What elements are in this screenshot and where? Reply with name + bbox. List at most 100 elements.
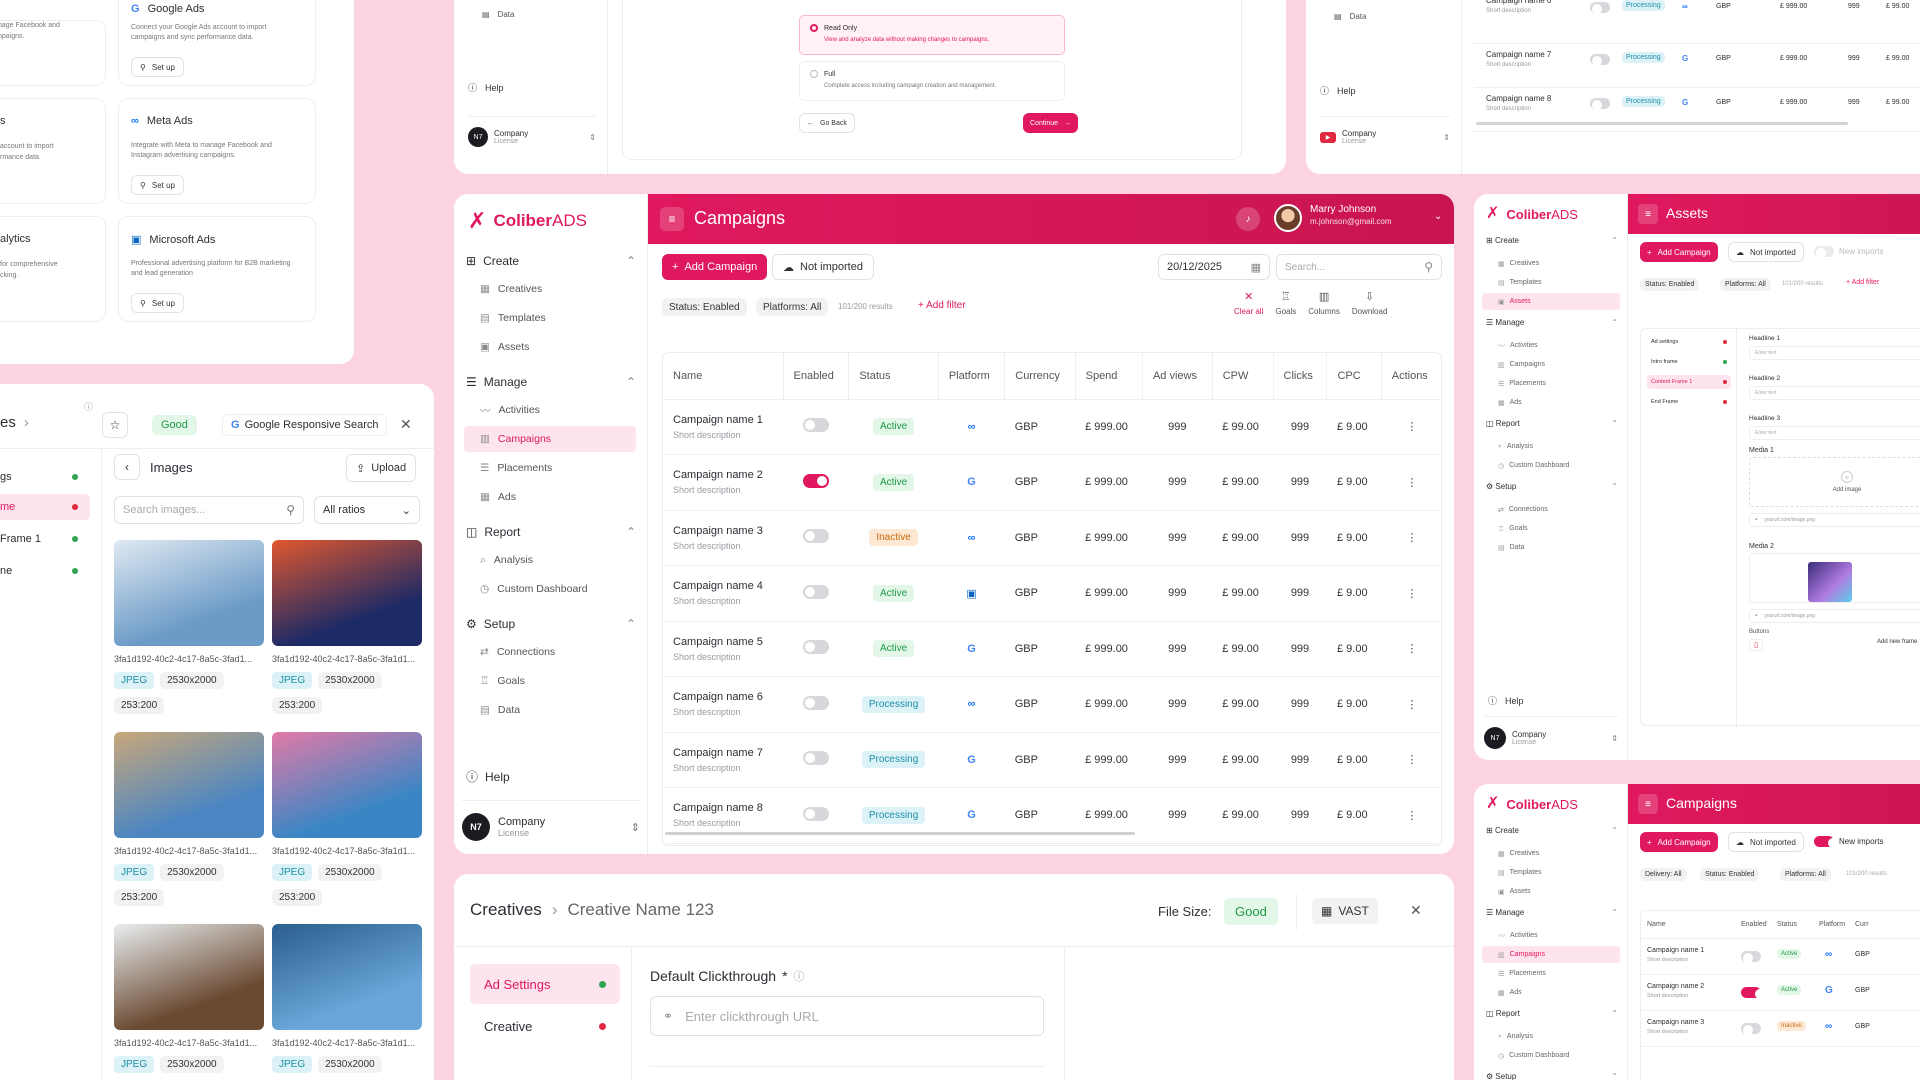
enabled-toggle[interactable] xyxy=(1590,98,1610,110)
filter-chip[interactable]: Status: Enabled xyxy=(662,298,747,316)
enabled-toggle[interactable] xyxy=(802,584,829,599)
column-header[interactable]: Actions xyxy=(1381,353,1441,400)
column-header[interactable]: Enabled xyxy=(1741,921,1767,928)
more-actions-icon[interactable]: ⋮ xyxy=(1406,476,1418,489)
column-header[interactable]: Status xyxy=(848,353,939,400)
sidebar-item-activities[interactable]: 〰 Activities xyxy=(1498,342,1538,350)
enabled-toggle[interactable] xyxy=(1741,987,1765,999)
enabled-toggle[interactable] xyxy=(802,418,829,433)
sidebar-item-data[interactable]: ▤ Data xyxy=(1498,544,1525,552)
help-link[interactable]: ⓘ Help xyxy=(466,769,510,785)
column-header[interactable]: Name xyxy=(1647,921,1666,928)
sidebar-item-custom-dashboard[interactable]: ◷ Custom Dashboard xyxy=(1498,462,1570,470)
image-card[interactable]: 3fa1d192-40c2-4c17-8a5c-3fa1d1... JPEG 253… xyxy=(272,540,422,714)
table-row[interactable]: Campaign name 7 Short description Processi… xyxy=(1474,44,1920,88)
sidebar-section-manage[interactable]: ☰ Manage ⌃ xyxy=(1486,318,1618,332)
media-dropzone[interactable]: + Add image xyxy=(1749,457,1920,507)
search-input[interactable]: Search... ⚲ xyxy=(1276,254,1442,280)
help-link[interactable]: ⓘ Help xyxy=(1488,695,1524,707)
sidebar-section-report[interactable]: ◫ Report ⌃ xyxy=(1486,1009,1618,1023)
table-row[interactable]: Campaign name 6 Short description Processi… xyxy=(1474,0,1920,44)
headline-field[interactable]: Headline 2 Enter text xyxy=(1749,375,1920,400)
filter-chip[interactable]: Platforms: All xyxy=(1780,868,1831,881)
sidebar-item-placements[interactable]: ☰ Placements xyxy=(1498,970,1546,978)
filter-chip[interactable]: Status: Enabled xyxy=(1700,868,1760,881)
more-actions-icon[interactable]: ⋮ xyxy=(1406,698,1418,711)
close-icon[interactable]: ✕ xyxy=(400,416,412,432)
add-filter-button[interactable]: + Add filter xyxy=(918,300,966,311)
more-actions-icon[interactable]: ⋮ xyxy=(1406,643,1418,656)
sidebar-item-campaigns[interactable]: ▥ Campaigns xyxy=(464,426,636,452)
more-actions-icon[interactable]: ⋮ xyxy=(1406,421,1418,434)
table-row[interactable]: Campaign name 8 Short description Processi… xyxy=(1474,88,1920,132)
sidebar-item-placements[interactable]: ☰ Placements xyxy=(1498,380,1546,388)
campaign-name[interactable]: Campaign name 3 xyxy=(1647,1019,1705,1026)
delete-icon[interactable]: ▯ xyxy=(1749,639,1763,651)
more-actions-icon[interactable]: ⋮ xyxy=(1406,532,1418,545)
sidebar-item-analysis[interactable]: ⌕ Analysis xyxy=(1498,1032,1533,1041)
column-header[interactable]: Platform xyxy=(938,353,1006,400)
access-option-full[interactable]: Full Complete access including campaign … xyxy=(799,61,1065,101)
frame-item[interactable]: me xyxy=(0,494,90,520)
enabled-toggle[interactable] xyxy=(802,529,829,544)
enabled-toggle[interactable] xyxy=(1590,2,1610,14)
media-url-input[interactable]: ⚭ yoururl.com/image.png xyxy=(1749,513,1920,527)
sidebar-section-manage[interactable]: ☰ Manage ⌃ xyxy=(466,375,636,389)
headline-field[interactable]: Headline 3 Enter text xyxy=(1749,415,1920,440)
breadcrumb-root[interactable]: Creatives xyxy=(470,900,542,919)
add-frame-button[interactable]: Add new frame xyxy=(1877,639,1918,645)
column-header[interactable]: Ad views xyxy=(1142,353,1213,400)
sidebar-item-custom-dashboard[interactable]: ◷ Custom Dashboard xyxy=(480,583,588,595)
campaign-name[interactable]: Campaign name 5 xyxy=(673,635,763,648)
filter-chip[interactable]: Status: Enabled xyxy=(1640,278,1700,291)
image-card[interactable]: 3fa1d192-40c2-4c17-8a5c-3fa1d1... JPEG 253… xyxy=(114,924,264,1073)
sidebar-item-custom-dashboard[interactable]: ◷ Custom Dashboard xyxy=(1498,1052,1570,1060)
column-header[interactable]: Name xyxy=(663,353,784,400)
nav-ad-settings[interactable]: Ad Settings xyxy=(470,964,620,1004)
campaign-name[interactable]: Campaign name 7 xyxy=(673,746,763,759)
goals-button[interactable]: ♖ Goals xyxy=(1275,291,1297,316)
sidebar-section-create[interactable]: ⊞ Create ⌃ xyxy=(1486,236,1618,250)
sidebar-item-analysis[interactable]: ⌕ Analysis xyxy=(1498,442,1533,451)
text-input[interactable]: Enter text xyxy=(1749,386,1920,400)
table-row[interactable]: Campaign name 2 Short description Active G G… xyxy=(1641,975,1920,1011)
enabled-toggle[interactable] xyxy=(802,640,829,655)
company-switcher[interactable]: ▶ Company License ⇕ xyxy=(1320,116,1450,145)
back-button[interactable]: ‹ xyxy=(114,454,140,480)
campaign-name[interactable]: Campaign name 4 xyxy=(673,580,763,593)
menu-button[interactable]: ≡ xyxy=(1638,794,1658,814)
enabled-toggle[interactable] xyxy=(1741,1023,1761,1035)
table-row[interactable]: Campaign name 7 Short description Processi… xyxy=(663,732,1441,788)
image-thumbnail[interactable] xyxy=(114,924,264,1030)
campaign-name[interactable]: Campaign name 1 xyxy=(673,413,763,426)
sidebar-item-goals[interactable]: ♖ Goals xyxy=(1498,525,1528,533)
enabled-toggle[interactable] xyxy=(802,695,829,710)
help-link[interactable]: ⓘ Help xyxy=(1320,85,1356,97)
enabled-toggle[interactable] xyxy=(1741,951,1761,963)
frame-item[interactable]: ne xyxy=(0,558,90,584)
sidebar-item-analysis[interactable]: ⌕ Analysis xyxy=(480,553,533,567)
filter-chip[interactable]: Delivery: All xyxy=(1640,868,1687,881)
campaign-name[interactable]: Campaign name 1 xyxy=(1647,947,1705,954)
sidebar-item-connections[interactable]: ⇄ Connections xyxy=(480,646,556,658)
column-header[interactable]: CPW xyxy=(1212,353,1274,400)
enabled-toggle[interactable] xyxy=(802,473,829,488)
more-actions-icon[interactable]: ⋮ xyxy=(1406,809,1418,822)
company-switcher[interactable]: N7 Company License ⇕ xyxy=(1484,716,1618,749)
favorite-button[interactable]: ☆ xyxy=(102,412,128,438)
table-row[interactable]: Campaign name 3 Short description Inactive… xyxy=(663,510,1441,566)
sidebar-item-creatives[interactable]: ▦ Creatives xyxy=(1498,260,1540,268)
sidebar-section-report[interactable]: ◫ Report ⌃ xyxy=(466,525,636,539)
sidebar-item-ads[interactable]: ▦ Ads xyxy=(1498,989,1522,997)
sidebar-item-assets[interactable]: ▣ Assets xyxy=(480,341,530,353)
campaign-name[interactable]: Campaign name 3 xyxy=(673,524,763,537)
sidebar-section-create[interactable]: ⊞ Create ⌃ xyxy=(466,254,636,268)
table-row[interactable]: Campaign name 2 Short description Active G G… xyxy=(663,454,1441,511)
enabled-toggle[interactable] xyxy=(802,751,829,766)
company-switcher[interactable]: N7 Company License ⇕ xyxy=(468,116,596,147)
column-header[interactable]: Clicks xyxy=(1273,353,1328,400)
sidebar-item-assets[interactable]: ▣ Assets xyxy=(1498,888,1531,896)
filter-chip[interactable]: Platforms: All xyxy=(1720,278,1771,291)
ratio-select[interactable]: All ratios ⌄ xyxy=(314,496,420,524)
search-images-input[interactable]: Search images... ⚲ xyxy=(114,496,304,524)
